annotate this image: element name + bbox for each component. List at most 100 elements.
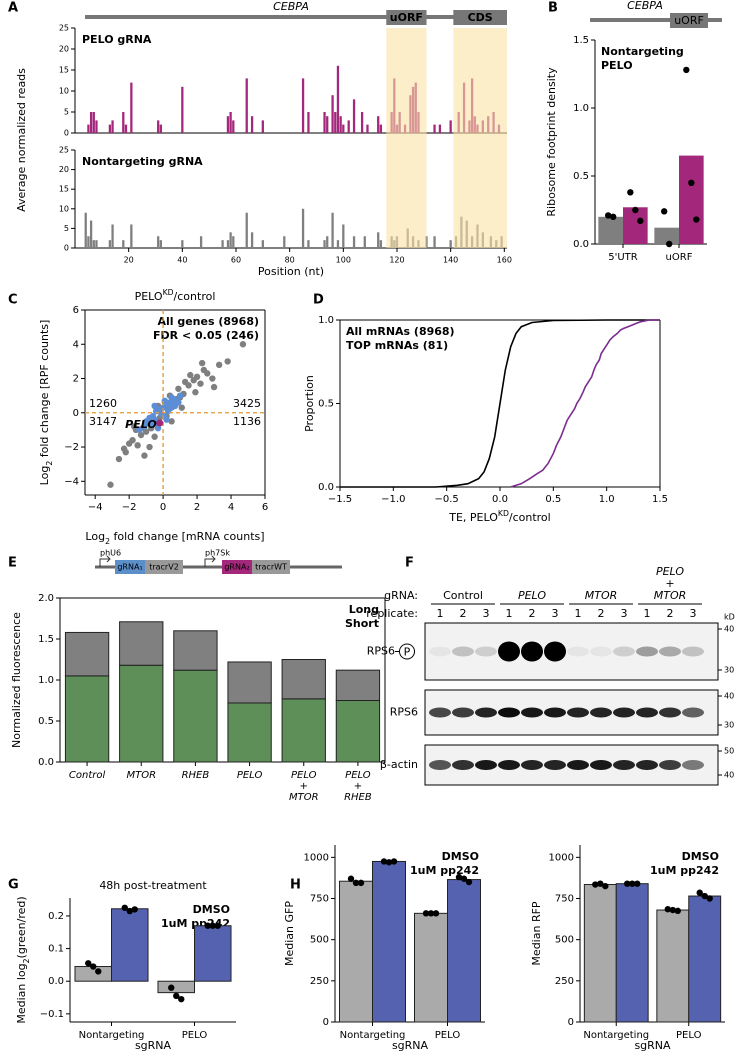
replicate-dot xyxy=(209,922,216,929)
blot-band xyxy=(452,707,474,718)
legend-entry: 1uM pp242 xyxy=(410,864,479,877)
y-tick-label: 1000 xyxy=(304,852,329,863)
bar xyxy=(379,240,383,248)
chart-title: 48h post-treatment xyxy=(99,879,207,892)
text-part: /control xyxy=(174,290,216,303)
region-label: CDS xyxy=(468,11,493,24)
blot-band xyxy=(475,760,497,770)
replicate-dot xyxy=(90,963,97,970)
blot-band xyxy=(429,707,451,718)
bar xyxy=(261,120,264,133)
x-tick-label: 0.0 xyxy=(492,494,508,505)
bar xyxy=(307,112,310,133)
replicate-dot xyxy=(85,960,92,967)
x-tick-label: Nontargeting xyxy=(79,1030,145,1041)
highlight-point xyxy=(156,419,164,427)
bar xyxy=(438,124,442,133)
panel-letter: A xyxy=(8,1,18,16)
point xyxy=(198,359,206,367)
bar xyxy=(111,908,149,982)
point xyxy=(185,382,192,389)
bar-segment xyxy=(281,659,326,700)
blot-band xyxy=(521,707,543,718)
x-tick-label: 0.5 xyxy=(545,494,561,505)
legend-entry: 1uM pp242 xyxy=(650,864,719,877)
point xyxy=(142,428,150,435)
x-tick-label: 80 xyxy=(285,256,295,265)
replicate-dot xyxy=(422,910,430,917)
x-tick-label: 20 xyxy=(124,256,134,265)
blot-panel xyxy=(424,622,719,681)
replicate-dot xyxy=(390,858,398,865)
y-tick-label: 0 xyxy=(568,1017,574,1028)
x-tick-label: 100 xyxy=(336,256,351,265)
bar-segment xyxy=(227,702,272,763)
replicate-dot xyxy=(214,922,221,929)
point xyxy=(239,341,247,348)
group-label: PELO xyxy=(518,589,546,602)
replicate-dot xyxy=(126,907,133,915)
bar xyxy=(95,240,98,248)
replicate-dot xyxy=(427,910,435,917)
x-tick-label: uORF xyxy=(666,252,693,263)
blot-row-label: β-actin xyxy=(380,758,418,771)
blot-row-label: RPS6 xyxy=(390,706,418,719)
point xyxy=(192,389,199,396)
blot-band xyxy=(613,707,635,718)
x-tick-label: 60 xyxy=(231,256,241,265)
x-tick-label: MTOR xyxy=(126,770,156,781)
text-line: MTOR xyxy=(289,792,319,803)
blot-band xyxy=(567,646,589,657)
bar xyxy=(301,78,305,133)
x-tick-label: −1.0 xyxy=(381,494,405,505)
replicate-dot xyxy=(609,213,617,220)
bar-segment xyxy=(64,675,110,763)
bar xyxy=(130,82,133,133)
group-label: Control xyxy=(443,589,483,602)
y-tick-label: 0.0 xyxy=(318,482,334,493)
text-line: PELO xyxy=(656,565,684,578)
y-tick-label: 0.2 xyxy=(48,911,64,922)
bar xyxy=(377,116,380,133)
bar xyxy=(261,240,264,248)
blot-band xyxy=(498,707,520,718)
construct-label: gRNA₂ xyxy=(224,563,249,572)
bar xyxy=(122,112,125,133)
legend-entry: Short xyxy=(345,617,379,630)
construct-label: tracrWT xyxy=(255,563,287,572)
y-tick-label: 1.0 xyxy=(38,675,54,686)
bar xyxy=(157,120,160,133)
marker-label: 30 xyxy=(724,721,734,730)
bar xyxy=(326,236,329,248)
x-axis-label: sgRNA xyxy=(135,1039,172,1052)
bar xyxy=(447,879,481,1023)
x-tick-label: PELO xyxy=(676,1030,702,1041)
blot-band xyxy=(613,646,635,657)
y-tick-label: 750 xyxy=(310,894,329,905)
quadrant-count: 3147 xyxy=(89,415,117,428)
quadrant-count: 3425 xyxy=(233,397,261,410)
region-box xyxy=(386,10,427,25)
construct-label: tracrV2 xyxy=(149,563,179,572)
text-line: + xyxy=(300,781,308,792)
bar xyxy=(87,124,90,133)
text-part: fold change [mRNA counts] xyxy=(110,530,265,543)
replicate-dot xyxy=(95,968,102,975)
replicate-dot xyxy=(460,875,468,882)
x-axis-label: sgRNA xyxy=(392,1039,429,1052)
bar xyxy=(360,112,364,133)
bar xyxy=(181,86,184,133)
feature-box xyxy=(670,13,708,28)
point xyxy=(122,448,129,456)
text-part: Log xyxy=(38,466,51,486)
x-tick-label: −1.5 xyxy=(328,494,352,505)
blot-band xyxy=(682,707,704,718)
point xyxy=(154,424,162,432)
text-part: KD xyxy=(498,509,509,518)
y-tick-label: −2 xyxy=(64,442,79,453)
bar xyxy=(352,99,356,133)
badge-label: P xyxy=(404,646,411,659)
text-part: Log xyxy=(85,530,105,543)
panel-letter: E xyxy=(8,556,17,571)
bar xyxy=(245,78,248,133)
